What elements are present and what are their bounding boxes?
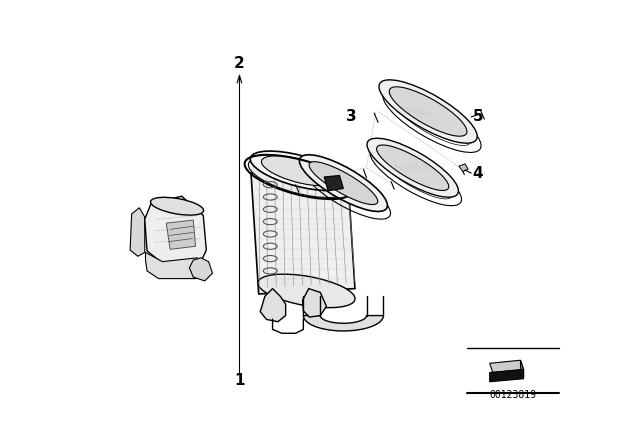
Polygon shape [260,289,285,322]
Polygon shape [166,220,196,250]
Polygon shape [145,252,206,279]
Ellipse shape [379,80,477,143]
Text: 00123819: 00123819 [490,390,536,400]
Ellipse shape [250,151,348,190]
Polygon shape [130,208,145,256]
Polygon shape [189,258,212,281]
Text: 4: 4 [473,166,483,181]
Ellipse shape [309,162,378,205]
Ellipse shape [248,156,349,198]
Text: 5: 5 [473,109,483,125]
Ellipse shape [389,87,467,136]
Polygon shape [145,196,206,269]
Polygon shape [490,360,524,373]
Polygon shape [459,164,468,172]
Text: 2: 2 [234,56,245,71]
Polygon shape [324,176,344,191]
Ellipse shape [376,145,449,190]
Ellipse shape [261,156,336,186]
Text: 3: 3 [346,109,356,125]
Ellipse shape [367,138,458,197]
Polygon shape [490,370,524,382]
Ellipse shape [150,197,204,215]
Ellipse shape [300,155,387,211]
Text: 1: 1 [234,373,244,388]
Polygon shape [251,168,355,294]
Polygon shape [303,289,326,317]
Polygon shape [520,360,524,377]
Polygon shape [303,315,383,331]
Ellipse shape [258,274,355,308]
